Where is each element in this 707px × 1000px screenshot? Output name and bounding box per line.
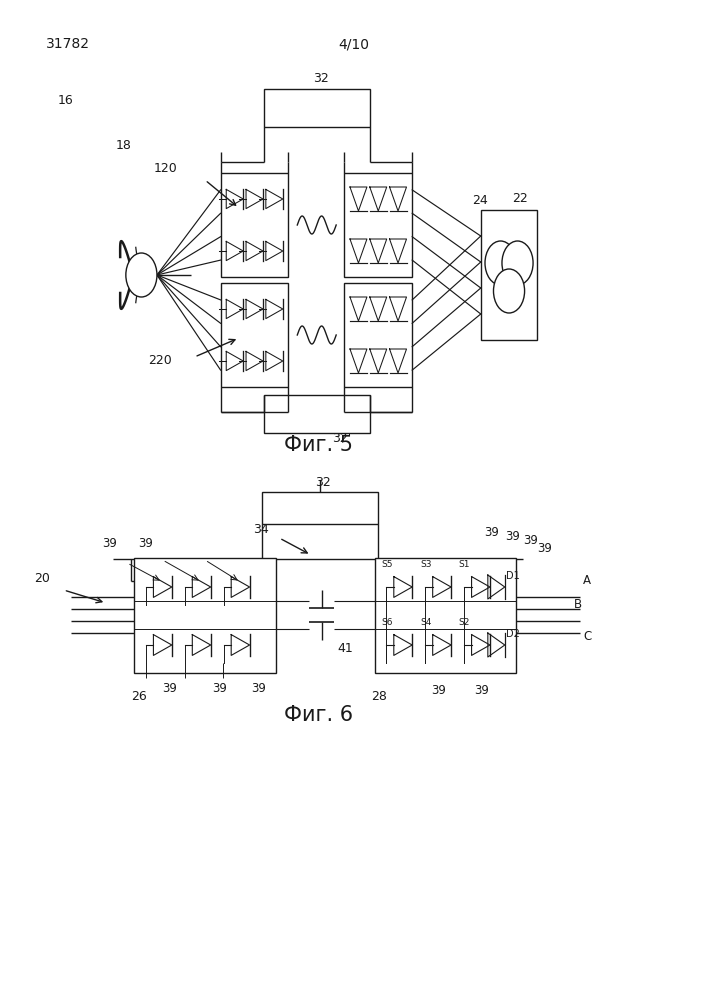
Text: 34: 34 — [253, 523, 269, 536]
Text: 39: 39 — [163, 682, 177, 694]
Text: 39: 39 — [506, 530, 520, 542]
Text: 26: 26 — [131, 690, 146, 702]
Text: D1: D1 — [506, 571, 519, 581]
Text: 220: 220 — [148, 354, 173, 367]
Text: 39: 39 — [537, 542, 552, 554]
Text: D2: D2 — [506, 629, 520, 639]
Bar — [264, 395, 370, 433]
Bar — [262, 492, 378, 524]
Text: 16: 16 — [58, 94, 74, 107]
Circle shape — [485, 241, 516, 285]
Bar — [344, 173, 412, 277]
Text: B: B — [574, 598, 582, 611]
Text: C: C — [583, 630, 592, 643]
Bar — [481, 210, 537, 340]
Text: S1: S1 — [459, 560, 470, 569]
Text: A: A — [583, 574, 591, 587]
Text: 4/10: 4/10 — [338, 37, 369, 51]
Circle shape — [126, 253, 157, 297]
Text: 32: 32 — [313, 72, 329, 85]
Text: S3: S3 — [420, 560, 431, 569]
Text: 41: 41 — [337, 642, 353, 655]
Text: 22: 22 — [513, 192, 528, 205]
Text: 39: 39 — [212, 682, 227, 694]
Text: 32': 32' — [332, 432, 351, 445]
Text: 39: 39 — [138, 537, 153, 550]
Text: Фиг. 6: Фиг. 6 — [284, 705, 353, 725]
Circle shape — [502, 241, 533, 285]
Text: S2: S2 — [459, 618, 470, 627]
Text: Фиг. 5: Фиг. 5 — [284, 435, 353, 455]
Text: 39: 39 — [474, 684, 489, 698]
Text: 39: 39 — [103, 537, 117, 550]
Text: S6: S6 — [381, 618, 392, 627]
Bar — [221, 173, 288, 277]
Text: 39: 39 — [523, 534, 538, 548]
Text: S4: S4 — [420, 618, 431, 627]
Text: 32: 32 — [315, 476, 330, 489]
Text: 39: 39 — [251, 682, 266, 694]
Bar — [375, 558, 516, 672]
Bar — [221, 283, 288, 387]
Text: 28: 28 — [371, 690, 387, 702]
Bar — [344, 283, 412, 387]
Text: 24: 24 — [472, 194, 488, 207]
Text: 39: 39 — [484, 526, 499, 540]
Text: 20: 20 — [34, 572, 49, 585]
Text: 31782: 31782 — [46, 37, 90, 51]
Text: S5: S5 — [381, 560, 392, 569]
Text: 39: 39 — [431, 684, 446, 698]
Circle shape — [493, 269, 525, 313]
Text: 18: 18 — [115, 139, 131, 152]
Bar — [264, 89, 370, 127]
Text: 120: 120 — [154, 162, 178, 175]
Bar — [134, 558, 276, 672]
